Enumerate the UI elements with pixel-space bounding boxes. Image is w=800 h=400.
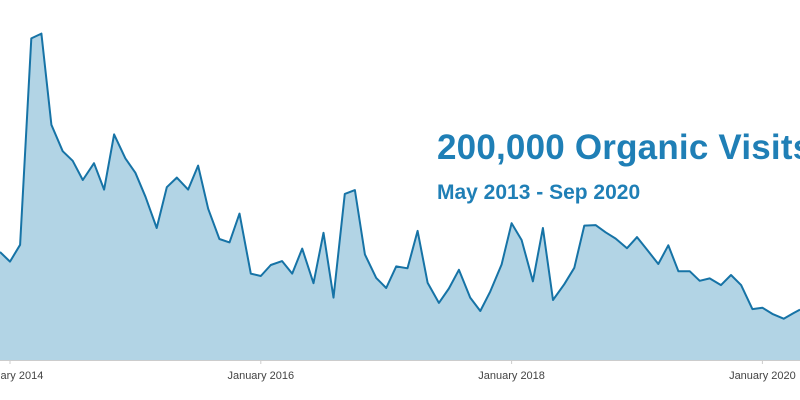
x-tick-label: January 2016 xyxy=(227,370,294,382)
x-tick-label: January 2014 xyxy=(0,370,43,382)
chart-title: 200,000 Organic Visits xyxy=(437,128,800,167)
x-tick-label: January 2018 xyxy=(478,370,545,382)
chart-subtitle: May 2013 - Sep 2020 xyxy=(437,181,641,204)
x-tick-label: January 2020 xyxy=(729,370,796,382)
visits-series-line xyxy=(0,32,800,320)
x-axis-ticks: January 2014 January 2016 January 2018 Janu… xyxy=(0,360,796,382)
visits-area-fill xyxy=(0,33,800,360)
